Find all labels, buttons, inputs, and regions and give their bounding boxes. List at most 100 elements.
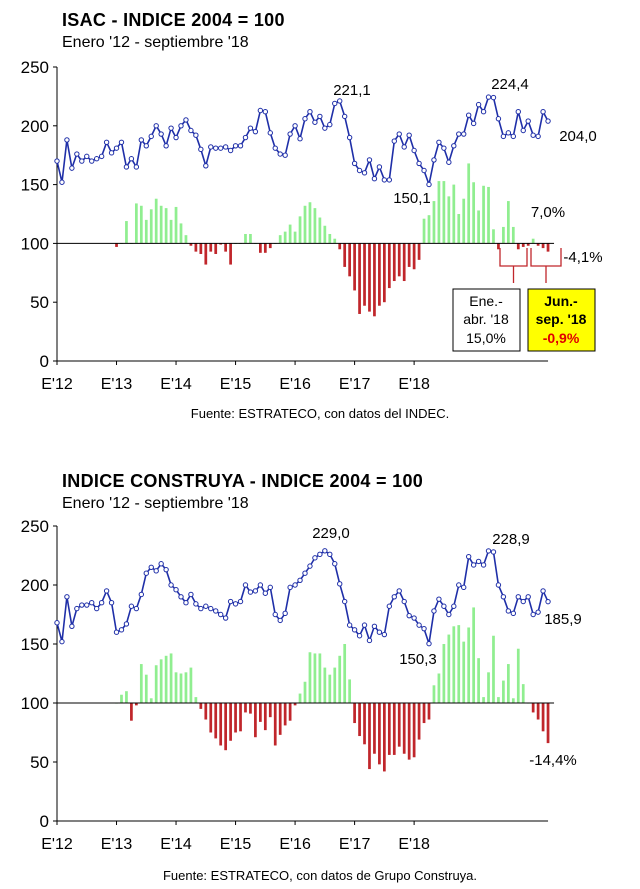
line-point: [213, 608, 219, 614]
line-point: [371, 623, 378, 630]
x-tick-label: E'17: [339, 376, 371, 393]
line-point: [416, 160, 422, 167]
bar: [546, 243, 550, 252]
bracket-jan-apr: [499, 248, 528, 283]
y-tick-label: 0: [40, 812, 49, 831]
line-point: [505, 130, 512, 136]
line-point: [287, 584, 293, 591]
annotation-last-value: 204,0: [559, 128, 597, 145]
line-point: [79, 158, 85, 164]
annotation-last-bar: -14,4%: [529, 752, 577, 769]
bar: [159, 659, 163, 703]
bar: [358, 243, 361, 314]
line-point: [401, 144, 407, 150]
bar: [387, 243, 391, 289]
bar: [373, 703, 376, 754]
bar: [482, 697, 485, 703]
bar: [283, 703, 287, 726]
line-point: [461, 131, 467, 137]
bar: [348, 243, 352, 277]
line-point: [307, 563, 313, 569]
bar: [293, 231, 297, 244]
bar: [462, 641, 466, 703]
y-tick-label: 250: [21, 517, 49, 536]
line-point: [292, 123, 298, 129]
line-point: [332, 561, 338, 567]
line-point: [401, 598, 407, 605]
bar: [194, 697, 198, 703]
chart2-plot: 0 50 100 150 200 250 E'12 E'13 E'14 E'15 E'16 E'17 E…: [21, 517, 582, 853]
bar: [373, 243, 376, 317]
line-point: [312, 119, 318, 125]
line-point: [381, 177, 388, 183]
line-point: [222, 144, 229, 150]
line-point: [297, 577, 303, 583]
line-point: [173, 134, 179, 141]
bar: [392, 243, 396, 282]
bar: [268, 243, 272, 249]
line-point: [227, 598, 234, 605]
line-point: [426, 640, 432, 647]
line-point: [69, 165, 75, 171]
chart2-title: INDICE CONSTRUYA - INDICE 2004 = 100: [62, 471, 424, 491]
line-point: [64, 137, 70, 143]
line-point: [530, 132, 536, 138]
line-point: [84, 602, 90, 608]
line-point: [237, 143, 244, 149]
line-point: [148, 133, 154, 140]
bar: [457, 214, 461, 244]
line-point: [208, 605, 214, 612]
line-point: [262, 108, 269, 115]
bar: [199, 243, 203, 254]
line-point: [208, 144, 214, 150]
line-point: [421, 625, 427, 632]
line-point: [168, 582, 174, 588]
line-point: [153, 568, 159, 574]
line-point: [277, 151, 283, 157]
y-tick-label: 100: [21, 234, 49, 253]
line-point: [133, 605, 140, 612]
bar: [497, 243, 500, 250]
bar: [149, 698, 153, 703]
bar: [333, 667, 337, 703]
bar: [412, 703, 416, 758]
bar: [511, 226, 515, 244]
line-point: [232, 143, 239, 149]
bar: [139, 664, 143, 703]
annotation-max-2016: 221,1: [333, 82, 371, 99]
line-point: [108, 600, 115, 606]
line-point: [312, 555, 318, 561]
bar: [283, 231, 287, 244]
line-point: [203, 603, 209, 609]
bar: [258, 243, 262, 253]
line-point: [540, 108, 546, 115]
line-point: [475, 101, 482, 108]
line-point: [431, 608, 437, 614]
bar: [531, 238, 535, 244]
bar: [368, 243, 371, 312]
bar: [447, 196, 451, 244]
bar: [303, 681, 307, 703]
line-point: [272, 145, 278, 151]
x-tick-label: E'12: [41, 376, 73, 393]
bar: [536, 243, 540, 246]
line-point: [386, 603, 393, 609]
line-point: [391, 138, 397, 144]
y-tick-label: 250: [21, 58, 49, 77]
bar: [338, 243, 342, 250]
line-point: [436, 596, 442, 602]
line-point: [327, 121, 333, 128]
box-jun-sep: [527, 288, 596, 352]
line-point: [431, 157, 437, 163]
bar: [184, 672, 188, 703]
line-point: [222, 615, 229, 621]
line-point: [242, 134, 249, 141]
line-point: [456, 582, 462, 588]
line-point: [143, 143, 149, 149]
annotation-last-bar-pos: 7,0%: [531, 204, 565, 221]
line-point: [535, 609, 541, 615]
line-point: [480, 562, 487, 568]
bar: [164, 208, 168, 244]
line-point: [69, 623, 75, 630]
box-jan-apr-line2: abr. '18: [463, 311, 509, 327]
